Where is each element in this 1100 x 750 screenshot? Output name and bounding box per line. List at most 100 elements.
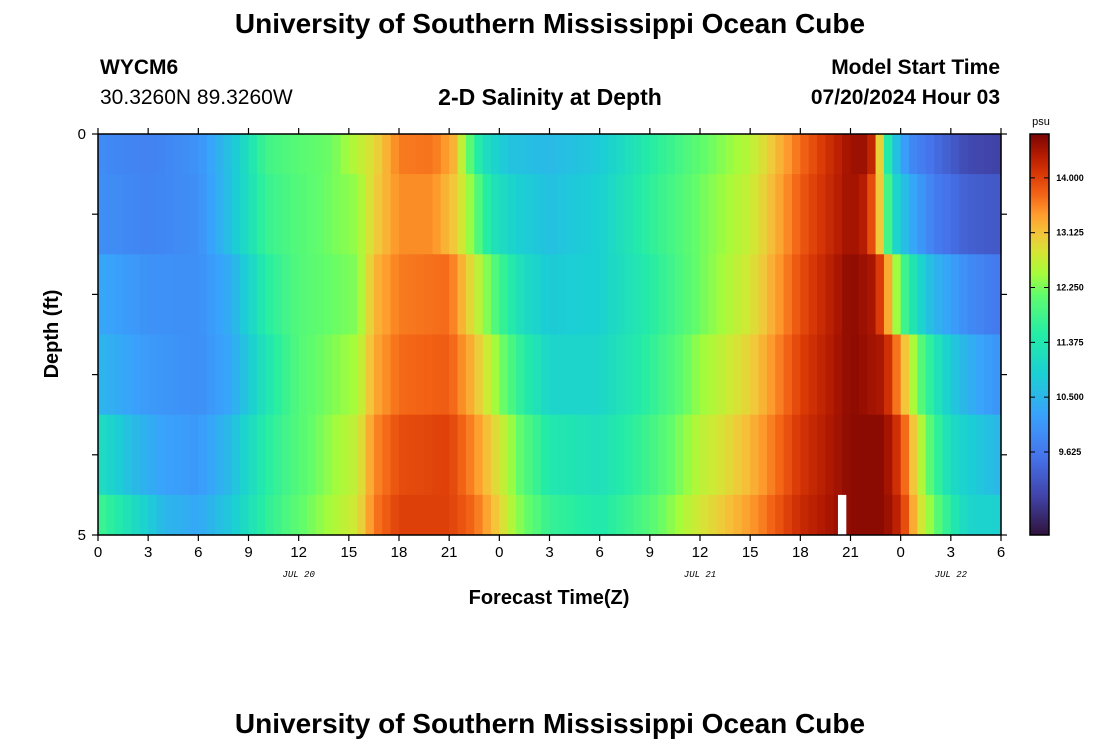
heatmap-cell xyxy=(817,134,827,175)
heatmap-cell xyxy=(440,134,450,175)
heatmap-cell xyxy=(800,134,810,175)
heatmap-cell xyxy=(332,174,342,255)
heatmap-cell xyxy=(700,254,709,335)
heatmap-cell xyxy=(490,174,500,255)
heatmap-cell xyxy=(791,494,801,536)
heatmap-cell xyxy=(700,174,709,255)
heatmap-cell xyxy=(189,174,199,255)
heatmap-cell xyxy=(674,254,684,335)
heatmap-cell xyxy=(649,254,659,335)
heatmap-cell xyxy=(582,134,592,175)
heatmap-cell xyxy=(967,254,977,335)
heatmap-cell xyxy=(123,134,133,175)
heatmap-cell xyxy=(206,334,216,416)
heatmap-cell xyxy=(323,414,333,496)
heatmap-cell xyxy=(691,134,701,175)
heatmap-cell xyxy=(240,494,250,536)
heatmap-cell xyxy=(608,254,617,335)
x-tick-label: 18 xyxy=(391,544,408,561)
heatmap-cell xyxy=(783,134,793,175)
heatmap-cell xyxy=(775,134,785,175)
heatmap-cell xyxy=(524,494,534,536)
heatmap-cell xyxy=(357,254,367,335)
heatmap-cell xyxy=(984,174,994,255)
heatmap-cell xyxy=(624,334,634,416)
heatmap-cell xyxy=(432,254,442,335)
heatmap-cell xyxy=(541,414,551,496)
heatmap-cell xyxy=(725,334,735,416)
heatmap-cell xyxy=(624,134,634,175)
heatmap-cell xyxy=(942,334,952,416)
heatmap-cell xyxy=(307,334,316,416)
heatmap-cell xyxy=(850,134,860,175)
heatmap-cell xyxy=(909,494,918,536)
heatmap-cell xyxy=(490,134,500,175)
heatmap-cell xyxy=(131,174,141,255)
heatmap-cell xyxy=(825,134,835,175)
heatmap-cell xyxy=(574,334,584,416)
heatmap-cell xyxy=(691,334,701,416)
heatmap-cell xyxy=(842,494,852,536)
heatmap-cell xyxy=(499,254,509,335)
heatmap-cell xyxy=(574,134,584,175)
heatmap-cell xyxy=(131,414,141,496)
heatmap-cell xyxy=(516,494,526,536)
heatmap-cell xyxy=(114,494,124,536)
heatmap-cell xyxy=(449,414,459,496)
heatmap-cell xyxy=(407,174,417,255)
heatmap-cell xyxy=(992,174,1002,255)
heatmap-cell xyxy=(900,134,910,175)
heatmap-cell xyxy=(181,254,191,335)
heatmap-cell xyxy=(992,334,1002,416)
heatmap-cell xyxy=(582,334,592,416)
heatmap-cell xyxy=(382,134,392,175)
heatmap-cell xyxy=(967,174,977,255)
heatmap-cell xyxy=(624,494,634,536)
heatmap-cell xyxy=(173,174,183,255)
heatmap-cell xyxy=(858,334,868,416)
heatmap-cell xyxy=(198,334,208,416)
heatmap-cell xyxy=(532,494,542,536)
heatmap-cell xyxy=(173,254,183,335)
heatmap-cell xyxy=(148,414,158,496)
heatmap-cell xyxy=(432,414,442,496)
heatmap-cell xyxy=(917,254,927,335)
heatmap-cell xyxy=(173,494,183,536)
heatmap-cell xyxy=(399,334,408,416)
heatmap-cell xyxy=(817,494,827,536)
heatmap-cell xyxy=(524,134,534,175)
heatmap-cell xyxy=(215,494,225,536)
heatmap-cell xyxy=(608,414,617,496)
heatmap-cell xyxy=(791,414,801,496)
heatmap-cell xyxy=(975,254,985,335)
heatmap-cell xyxy=(131,494,141,536)
heatmap-cell xyxy=(909,134,918,175)
heatmap-cell xyxy=(557,494,567,536)
heatmap-cell xyxy=(683,494,693,536)
heatmap-cell xyxy=(599,414,609,496)
heatmap-cell xyxy=(123,494,133,536)
heatmap-cell xyxy=(131,134,141,175)
heatmap-cell xyxy=(198,174,208,255)
heatmap-cell xyxy=(215,334,225,416)
heatmap-cell xyxy=(950,494,960,536)
heatmap-cell xyxy=(674,174,684,255)
heatmap-cell xyxy=(340,494,350,536)
heatmap-cell xyxy=(482,334,492,416)
heatmap-cell xyxy=(189,254,199,335)
heatmap-cell xyxy=(482,254,492,335)
heatmap-cell xyxy=(750,414,760,496)
date-label: JUL 21 xyxy=(684,570,716,580)
heatmap-cell xyxy=(900,494,910,536)
x-tick-label: 9 xyxy=(244,544,252,561)
heatmap-cell xyxy=(382,414,392,496)
heatmap-cell xyxy=(215,134,225,175)
heatmap-cell xyxy=(390,494,400,536)
heatmap-cell xyxy=(424,414,434,496)
heatmap-cell xyxy=(658,414,668,496)
heatmap-cell xyxy=(666,494,676,536)
heatmap-cell xyxy=(842,334,852,416)
heatmap-cell xyxy=(758,414,768,496)
heatmap-cell xyxy=(858,494,868,536)
heatmap-cell xyxy=(524,254,534,335)
